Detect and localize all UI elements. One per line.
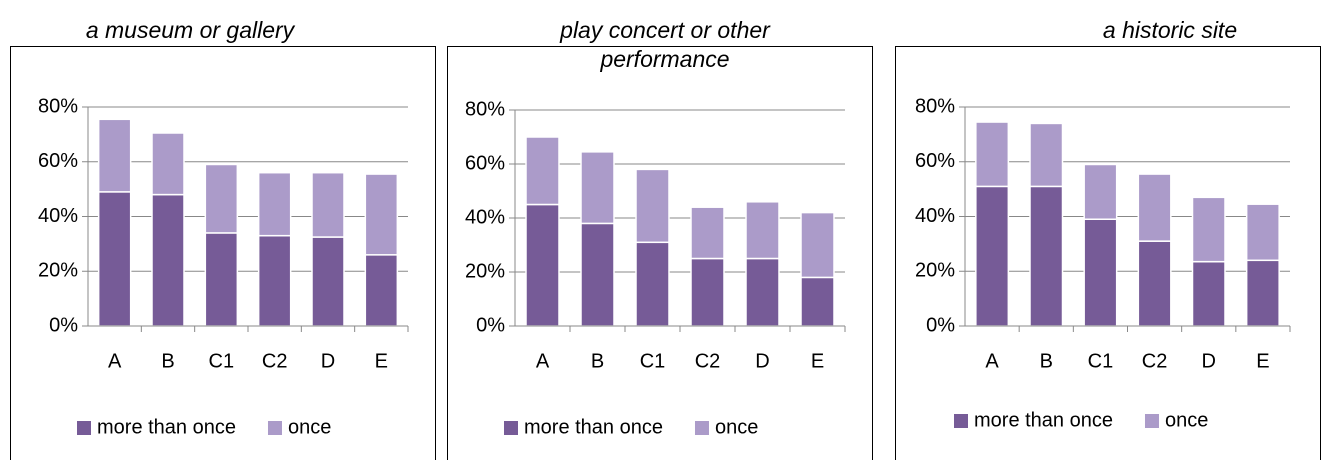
y-tick-label: 80% [38,95,78,117]
y-tick-label: 40% [465,206,505,228]
y-tick-label: 60% [465,152,505,174]
bar-segment [97,191,132,327]
legend-label: once [288,416,331,438]
bar-segment [525,136,560,206]
x-tick-label: E [811,350,824,372]
legend-swatch [954,414,968,428]
bar-segment [690,206,725,260]
y-tick-label: 80% [465,98,505,120]
bar-segment [745,201,780,260]
bar-segment [1245,203,1280,262]
x-tick-label: C2 [262,350,288,372]
panel-frame [10,46,436,460]
y-tick-label: 60% [38,150,78,172]
bar-segment [1191,260,1226,327]
x-tick-label: C1 [209,350,235,372]
x-tick-label: C2 [695,350,721,372]
legend-swatch [267,421,282,435]
y-tick-label: 20% [465,260,505,282]
legend-swatch [77,421,91,435]
bar-segment [745,257,780,327]
bar-segment [151,132,185,196]
legend-swatch [504,421,518,435]
bar-segment [635,168,670,244]
legend-label: once [1165,409,1208,431]
legend-label: more than once [97,416,236,438]
bar-segment [800,211,835,279]
bar-segment [1137,240,1172,327]
bar-segment [580,222,615,327]
y-tick-label: 0% [926,314,955,336]
y-tick-label: 40% [38,205,78,227]
bar-segment [1191,196,1226,263]
chart-subtitle: a museum or gallery [85,17,295,43]
bar-segment [975,121,1010,188]
y-tick-label: 40% [915,205,955,227]
x-tick-label: A [108,350,122,372]
bar-segment [1083,163,1118,220]
bar-segment [204,163,239,234]
legend-label: more than once [974,409,1113,431]
bar-segment [1029,122,1064,188]
x-tick-label: B [1040,350,1053,372]
y-tick-label: 60% [915,150,955,172]
bar-segment [1245,259,1280,327]
y-tick-label: 80% [915,95,955,117]
legend-swatch [694,421,709,435]
x-tick-label: C1 [1088,350,1114,372]
y-tick-label: 20% [38,260,78,282]
x-tick-label: A [536,350,550,372]
x-tick-label: C2 [1142,350,1168,372]
bar-segment [257,234,292,327]
bar-segment [364,173,399,256]
bar-segment [1137,173,1172,242]
bar-segment [364,254,399,327]
bar-segment [311,171,345,238]
x-tick-label: A [985,350,999,372]
x-tick-label: B [591,350,604,372]
bar-segment [800,276,835,327]
y-tick-label: 20% [915,260,955,282]
y-tick-label: 0% [476,314,505,336]
legend-label: once [715,416,758,438]
chart-subtitle: a historic site [1102,17,1238,43]
bar-segment [311,236,345,327]
bar-segment [151,193,185,327]
legend-label: more than once [524,416,663,438]
x-tick-label: E [375,350,388,372]
x-tick-label: D [321,350,335,372]
bar-segment [690,257,725,327]
x-tick-label: D [755,350,769,372]
y-tick-label: 0% [49,314,78,336]
bar-segment [1029,185,1064,327]
bar-segment [257,171,292,237]
bar-segment [975,185,1010,327]
bar-segment [204,232,239,327]
bar-segment [525,203,560,327]
bar-segment [1083,218,1118,327]
panel-frame [895,46,1321,460]
bar-segment [635,241,670,327]
chart-subtitle: play concert or other performance [560,17,770,72]
legend-swatch [1144,414,1159,428]
x-tick-label: D [1202,350,1216,372]
panel-frame [447,46,873,460]
x-tick-label: C1 [640,350,666,372]
bar-segment [580,151,615,225]
bar-segment [97,118,132,193]
x-tick-label: B [161,350,174,372]
x-tick-label: E [1256,350,1269,372]
